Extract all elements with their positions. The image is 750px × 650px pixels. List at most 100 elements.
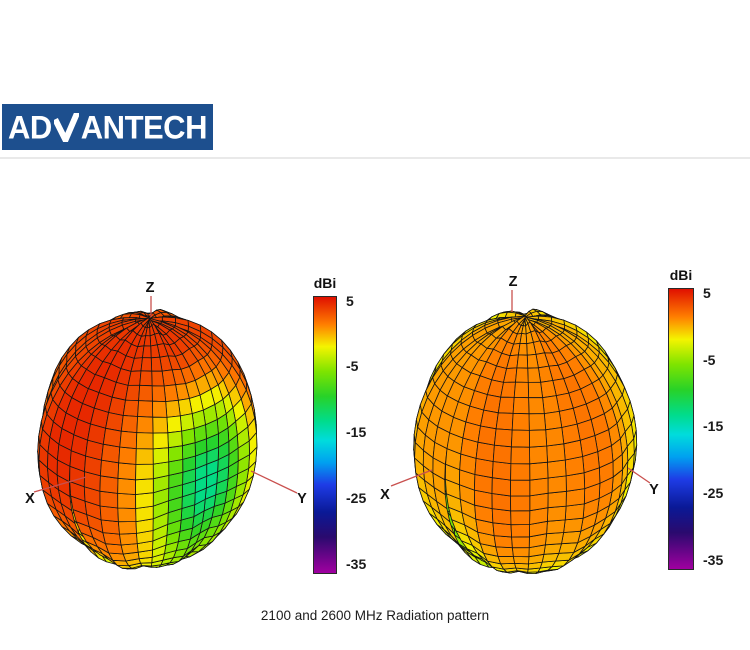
mesh-cell	[561, 530, 582, 545]
mesh-cell	[168, 445, 184, 463]
mesh-cell	[100, 519, 120, 535]
mesh-cell	[527, 381, 543, 399]
mesh-cell	[151, 385, 167, 402]
mesh-cell	[150, 356, 163, 372]
mesh-cell	[117, 507, 137, 523]
mesh-cell	[99, 475, 119, 494]
mesh-cell	[516, 354, 529, 369]
mesh-cell	[165, 399, 181, 418]
radiation-pattern-2600-mhz: Z X Y	[380, 274, 659, 574]
mesh-cell	[142, 345, 152, 359]
mesh-cell	[135, 492, 154, 509]
mesh-cell	[135, 448, 154, 465]
mesh-cell	[510, 479, 531, 497]
x-axis-label: X	[25, 491, 35, 507]
mesh-cell	[119, 430, 138, 449]
mesh-cell	[564, 503, 585, 521]
mesh-cell	[491, 508, 512, 526]
mesh-cell	[547, 505, 567, 522]
mesh-cell	[510, 524, 530, 538]
colorbar-tick: -35	[703, 552, 724, 568]
mesh-cell	[99, 490, 119, 509]
mesh-cell	[529, 445, 548, 465]
mesh-cell	[543, 411, 563, 431]
mesh-cell	[491, 493, 512, 512]
z-axis-label: Z	[509, 274, 518, 290]
mesh-cell	[547, 475, 567, 494]
mesh-cell	[511, 536, 530, 549]
mesh-cell	[101, 443, 121, 464]
mesh-cell	[177, 398, 193, 417]
mesh-cell	[511, 429, 530, 448]
mesh-cell	[138, 384, 153, 402]
mesh-cell	[102, 427, 122, 448]
mesh-cell	[100, 459, 120, 479]
mesh-cell	[135, 463, 154, 481]
mesh-cell	[547, 459, 567, 479]
colorbar-title: dBi	[313, 275, 337, 291]
mesh-cell	[512, 397, 530, 415]
y-axis-label: Y	[649, 482, 659, 498]
mesh-cell	[102, 532, 122, 546]
mesh-cell	[152, 432, 169, 450]
colorbar-title: dBi	[669, 267, 693, 283]
colorbar-tick: -15	[346, 424, 367, 440]
mesh-cell	[135, 478, 154, 495]
advantech-logo: AD ANTECH	[2, 104, 213, 150]
mesh-cell	[519, 333, 528, 345]
mesh-cell	[563, 517, 584, 533]
mesh-cell	[491, 477, 511, 497]
mesh-cell	[151, 370, 165, 387]
mesh-cell	[477, 425, 497, 446]
radiation-pattern-2100-mhz: Z X Y	[25, 280, 307, 570]
y-axis-label: Y	[297, 491, 307, 507]
x-axis-line	[390, 469, 433, 487]
mesh-cell	[510, 495, 531, 512]
mesh-cell	[528, 413, 547, 431]
mesh-cell	[492, 522, 512, 538]
mesh-cell	[500, 381, 516, 398]
mesh-cell	[99, 505, 119, 523]
mesh-cell	[118, 521, 137, 535]
mesh-cell	[118, 446, 137, 465]
mesh-cell	[492, 444, 512, 464]
mesh-cell	[527, 367, 541, 383]
mesh-cell	[546, 443, 566, 463]
mesh-cell	[480, 409, 499, 430]
z-axis-label: Z	[146, 280, 155, 296]
colorbar-2100: dBi 5 -5 -15 -25 -35	[313, 275, 366, 574]
mesh-cell	[515, 367, 529, 383]
mesh-cell	[475, 441, 495, 462]
colorbar-tick: -25	[346, 490, 367, 506]
mesh-cell	[497, 555, 515, 565]
mesh-cell	[511, 413, 530, 431]
mesh-cell	[140, 357, 153, 372]
mesh-cell	[493, 535, 513, 549]
colorbar-tick: -25	[703, 485, 724, 501]
mesh-cell	[545, 427, 565, 447]
mesh-cell	[513, 381, 529, 399]
mesh-cell	[166, 415, 182, 434]
mesh-cell	[529, 477, 549, 497]
x-axis-label: X	[380, 487, 390, 503]
colorbar-tick: -5	[346, 358, 359, 374]
colorbar-gradient	[313, 296, 337, 574]
mesh-cell	[152, 416, 169, 434]
x-axis-line	[33, 476, 87, 493]
mesh-cell	[497, 396, 515, 414]
mesh-cell	[152, 447, 170, 465]
mesh-cell	[117, 462, 137, 481]
mesh-cell	[545, 532, 564, 546]
colorbar-2600: dBi 5 -5 -15 -25 -35	[668, 267, 723, 570]
mesh-cell	[135, 432, 154, 450]
mesh-cell	[546, 519, 566, 535]
colorbar-tick: 5	[703, 285, 711, 301]
header-divider	[0, 157, 750, 159]
mesh-cell	[547, 490, 567, 509]
mesh-cell	[512, 547, 530, 558]
mesh-cell	[510, 510, 531, 526]
mesh-cell	[543, 543, 562, 555]
colorbar-gradient	[668, 288, 694, 570]
mesh-cell	[119, 533, 138, 546]
colorbar-tick: -5	[703, 352, 716, 368]
